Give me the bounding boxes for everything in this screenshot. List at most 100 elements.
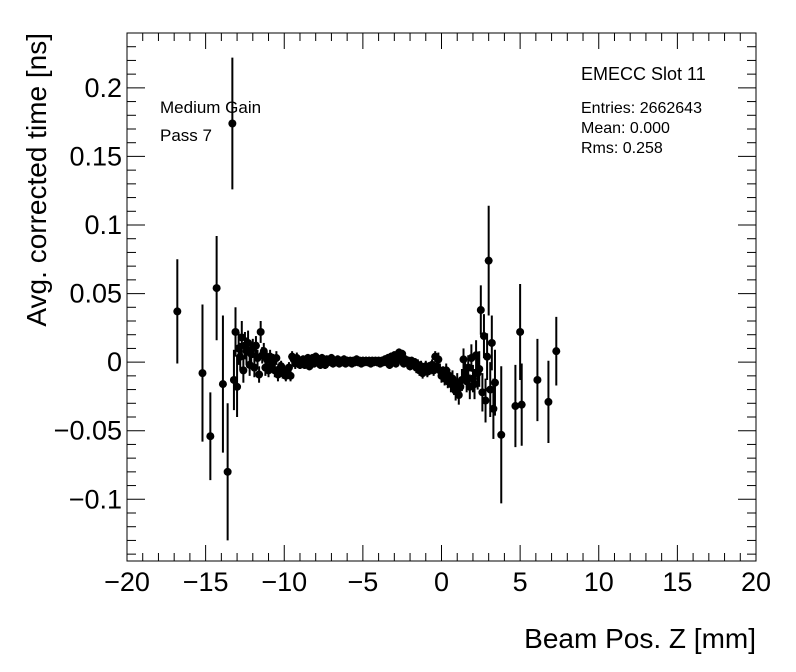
stats-entries: Entries: 2662643	[581, 100, 702, 117]
data-marker	[511, 402, 520, 411]
data-point	[483, 333, 492, 380]
data-marker	[481, 396, 490, 405]
data-marker	[239, 366, 248, 375]
data-marker	[533, 375, 542, 384]
data-marker	[497, 430, 506, 439]
data-marker	[434, 355, 443, 364]
data-marker	[173, 307, 182, 316]
data-point	[552, 316, 561, 386]
data-point	[475, 351, 484, 387]
data-point	[517, 363, 526, 446]
data-marker	[478, 388, 487, 397]
y-tick-label: 0.2	[84, 73, 122, 103]
data-marker	[484, 256, 493, 265]
data-point	[516, 283, 525, 380]
data-point	[544, 360, 553, 444]
data-point	[256, 321, 265, 343]
stats-box: EMECC Slot 11 Entries: 2662643 Mean: 0.0…	[581, 64, 706, 157]
x-tick-label: −10	[261, 567, 307, 597]
data-point	[533, 338, 542, 422]
data-point	[251, 336, 260, 356]
data-marker	[236, 352, 245, 361]
data-marker	[479, 332, 488, 341]
data-marker	[459, 355, 468, 364]
annotation-gain: Medium Gain	[160, 98, 261, 117]
data-marker	[552, 347, 561, 356]
data-marker	[486, 385, 495, 394]
axis-ticks	[126, 32, 757, 561]
data-marker	[456, 382, 465, 391]
data-point	[229, 349, 238, 411]
y-tick-label: 0.05	[69, 279, 122, 309]
data-marker	[198, 369, 207, 378]
data-marker	[218, 380, 227, 389]
x-tick-label: −5	[347, 567, 378, 597]
data-point	[236, 342, 245, 371]
data-point	[284, 362, 293, 374]
data-point	[479, 314, 488, 359]
data-marker	[244, 338, 253, 347]
stats-rms: Rms: 0.258	[581, 140, 663, 157]
data-marker	[272, 354, 281, 363]
data-marker	[212, 284, 221, 293]
y-tick-label: 0.15	[69, 141, 122, 171]
data-marker	[490, 378, 499, 387]
x-tick-label: 20	[741, 567, 771, 597]
data-marker	[229, 375, 238, 384]
x-axis-title: Beam Pos. Z [mm]	[524, 623, 756, 654]
data-point	[476, 285, 485, 335]
x-tick-label: 10	[584, 567, 614, 597]
data-point	[237, 321, 246, 354]
data-point	[218, 315, 227, 453]
data-point	[212, 235, 221, 341]
data-marker	[476, 306, 485, 315]
data-marker	[454, 391, 463, 400]
data-marker	[516, 327, 525, 336]
data-marker	[255, 370, 264, 379]
data-marker	[231, 327, 240, 336]
x-tick-labels: −20 −15 −10 −5 0 5 10 15 20	[104, 567, 771, 597]
y-axis-title: Avg. corrected time [ns]	[21, 33, 52, 327]
y-tick-labels: −0.1 −0.05 0 0.05 0.1 0.15 0.2	[54, 73, 122, 514]
data-marker	[544, 397, 553, 406]
data-marker	[233, 382, 242, 391]
data-point	[244, 330, 253, 356]
data-marker	[489, 404, 498, 413]
stats-mean: Mean: 0.000	[581, 120, 670, 137]
data-point	[490, 349, 499, 416]
plot-frame	[126, 32, 757, 562]
data-marker	[228, 119, 237, 128]
data-point	[206, 392, 215, 481]
y-tick-label: 0.1	[84, 210, 122, 240]
y-tick-label: −0.1	[69, 484, 122, 514]
y-tick-label: −0.05	[54, 416, 122, 446]
data-point	[233, 356, 242, 417]
data-marker	[483, 352, 492, 361]
data-marker	[284, 363, 293, 372]
data-marker	[250, 363, 259, 372]
data-point	[481, 378, 490, 423]
x-tick-label: 5	[513, 567, 528, 597]
stats-title: EMECC Slot 11	[581, 64, 706, 84]
data-point	[239, 358, 248, 383]
data-point	[487, 315, 496, 371]
data-marker	[487, 338, 496, 347]
data-marker	[464, 363, 473, 372]
data-point	[511, 364, 520, 448]
x-tick-label: −15	[183, 567, 229, 597]
data-marker	[286, 371, 295, 380]
x-tick-label: 0	[434, 567, 449, 597]
data-marker	[259, 347, 268, 356]
data-marker	[223, 467, 232, 476]
data-point	[198, 304, 207, 442]
data-point	[459, 348, 468, 371]
data-marker	[237, 333, 246, 342]
data-marker	[517, 400, 526, 409]
data-point	[223, 403, 232, 541]
data-point	[286, 370, 295, 382]
data-marker	[475, 365, 484, 373]
data-marker	[470, 380, 479, 389]
data-marker	[251, 341, 260, 350]
x-tick-label: −20	[104, 567, 150, 597]
